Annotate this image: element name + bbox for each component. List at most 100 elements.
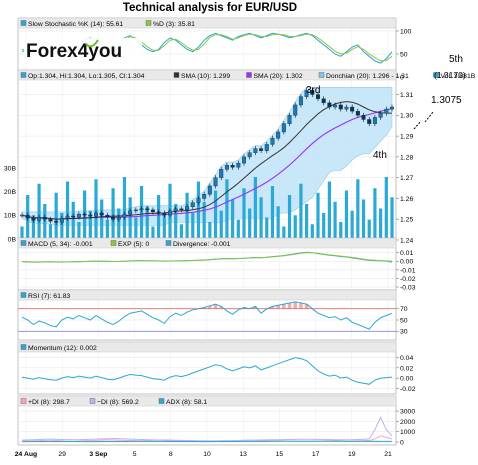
volume-bar [242,188,246,240]
legend-swatch-rsi-0 [20,292,27,298]
candle-body [333,104,338,108]
candle-body [185,206,190,211]
volume-bar [305,204,309,240]
ytick-rsi-0: 70 [400,306,408,313]
volume-bar [174,204,178,240]
candle-body [71,215,76,218]
legend-entry-adx-2: ADX (8): 58.1 [166,399,207,406]
candle-body [321,98,326,104]
series-line-momentum-0 [21,357,393,385]
candle-body [93,212,98,217]
legend-entry-stoch-1: %D (3): 35.81 [153,21,195,28]
volume-bar [145,206,149,240]
candle-body [88,214,93,217]
candle-body [350,106,355,112]
volume-bar [65,181,70,240]
candle-body [162,212,167,216]
candle-body [293,104,298,116]
volume-bar [236,219,240,240]
ytick-price-0: 1.31 [400,92,413,99]
ytick-adx-2: 1000 [400,429,415,436]
candle-body [338,104,343,110]
vol-tick-0: 30B [4,165,17,172]
annotation-3rd: 3rd [306,85,320,96]
volume-bar [356,179,360,240]
volume-bar [299,183,303,240]
legend-swatch-adx-1 [89,398,96,404]
candle-body [236,162,241,168]
legend-entry-macd-1: EXP (5): 0 [118,241,149,248]
volume-bar [31,215,35,240]
legend-entry-macd-2: Divergence: -0.001 [173,241,231,248]
legend-entry-price-3: Donchian (20): 1.296 - 1.31 [326,73,409,80]
legend-swatch-price-2 [246,72,252,78]
volume-bar [196,181,201,240]
candle-body [287,115,292,124]
legend-entry-price-0: Op:1.304, Hi:1.304, Lo:1.305, Cl:1.304 [28,73,145,80]
volume-bar [191,213,195,240]
legend-swatch-price-0 [20,72,27,78]
legend-entry-rsi-0: RSI (7): 61.83 [28,293,71,300]
candle-body [264,144,269,151]
volume-bar [333,201,337,240]
volume-bar [151,226,155,240]
legend-swatch-price-4 [433,72,439,78]
legend-bar-momentum [17,341,397,353]
candle-body [82,213,87,216]
legend-entry-adx-0: +DI (8): 298.7 [28,399,70,406]
ytick-price-6: 1.25 [400,217,413,224]
candle-body [116,216,121,220]
candle-body [361,115,366,120]
xtick-2: 3 Sep [89,451,107,458]
candle-body [111,216,116,220]
volume-bar [134,217,138,240]
volume-bar [219,210,223,240]
candle-body [327,102,332,108]
candle-body [241,156,246,164]
candle-body [310,90,315,95]
legend-swatch-adx-0 [20,398,27,404]
xtick-1: 29 [58,451,66,458]
candle-body [31,217,36,221]
legend-swatch-macd-2 [165,240,172,246]
xtick-8: 17 [312,451,320,458]
legend-swatch-momentum-0 [20,344,27,350]
ytick-macd-0: 0.01 [400,250,413,257]
candle-body [105,214,110,218]
candle-body [99,212,104,216]
volume-bar [253,177,257,240]
candle-body [378,113,383,118]
legend-bar-price [17,69,397,81]
volume-bar [310,224,314,240]
candle-body [247,152,252,158]
volume-bar [367,219,371,240]
ytick-momentum-0: 0.04 [400,355,413,362]
series-line-adx-1 [21,416,393,442]
xtick-4: 8 [169,451,173,458]
candle-body [179,208,184,211]
candle-body [150,209,155,213]
series-line-rsi-0 [21,301,393,330]
legend-swatch-price-1 [173,72,180,78]
legend-swatch-stoch-0 [20,20,27,26]
xtick-7: 15 [276,451,284,458]
legend-entry-adx-1: −DI (8): 569.2 [97,399,139,406]
legend-entry-macd-0: MACD (5, 34): -0.001 [28,241,93,248]
volume-bar [231,199,235,240]
candle-body [276,131,281,139]
candle-body [372,117,377,124]
ytick-stoch-2: 0 [400,74,404,81]
vol-tick-2: 10B [4,213,17,220]
ytick-price-4: 1.27 [400,175,413,182]
volume-bar [157,195,161,240]
candle-body [122,213,127,218]
ytick-rsi-2: 30 [400,329,408,336]
xtick-0: 24 Aug [15,451,37,458]
volume-bar [139,186,144,240]
ytick-price-3: 1.28 [400,154,413,161]
xtick-9: 19 [348,451,356,458]
volume-bar [339,222,343,240]
chart-title: Technical analysis for EUR/USD [122,2,298,14]
legend-bar-macd [17,237,397,249]
